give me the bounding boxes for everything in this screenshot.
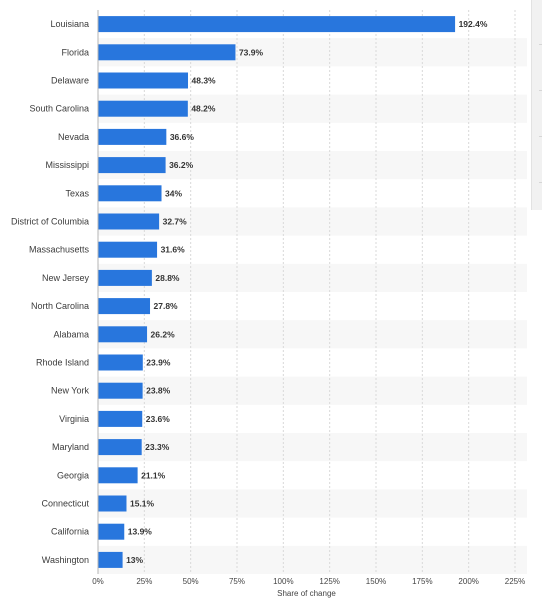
bar — [98, 354, 143, 371]
bar — [98, 241, 158, 258]
value-label: 23.6% — [146, 414, 171, 424]
side-toolbar-divider — [539, 90, 542, 91]
category-label: New York — [51, 386, 90, 396]
value-label: 192.4% — [459, 19, 488, 29]
value-label: 15.1% — [130, 499, 155, 509]
category-label: Louisiana — [50, 19, 89, 29]
value-label: 23.9% — [146, 358, 171, 368]
x-tick-label: 50% — [183, 577, 199, 586]
x-tick-label: 200% — [458, 577, 478, 586]
category-label: New Jersey — [42, 273, 90, 283]
row-band — [98, 489, 527, 518]
row-band — [98, 151, 527, 180]
row-band — [98, 320, 527, 349]
x-tick-label: 225% — [505, 577, 525, 586]
bar — [98, 467, 138, 484]
category-label: Georgia — [57, 470, 89, 480]
value-label: 48.2% — [191, 104, 216, 114]
value-label: 36.2% — [169, 160, 194, 170]
bar — [98, 128, 167, 145]
x-tick-label: 25% — [136, 577, 152, 586]
bar — [98, 410, 143, 427]
row-band — [98, 263, 527, 292]
bar — [98, 298, 151, 315]
x-tick-label: 175% — [412, 577, 432, 586]
bar — [98, 213, 160, 230]
row-band — [98, 545, 527, 574]
value-label: 36.6% — [170, 132, 195, 142]
bar — [98, 72, 189, 89]
category-label: Florida — [61, 47, 89, 57]
row-band — [98, 376, 527, 405]
x-tick-label: 100% — [273, 577, 293, 586]
bar — [98, 523, 125, 540]
bar-chart: Louisiana 192.4% Florida 73.9% Delaware 48.3%… — [11, 10, 527, 598]
bar — [98, 326, 148, 343]
bar — [98, 495, 127, 512]
row-band — [98, 433, 527, 462]
row-band — [98, 207, 527, 236]
bar — [98, 185, 162, 202]
bar — [98, 269, 152, 286]
category-label: Rhode Island — [36, 358, 89, 368]
category-label: Massachusetts — [29, 245, 90, 255]
category-label: Mississippi — [45, 160, 89, 170]
x-tick-label: 75% — [229, 577, 245, 586]
side-toolbar-divider — [539, 44, 542, 45]
x-axis-title: Share of change — [277, 589, 336, 598]
x-tick-label: 125% — [319, 577, 339, 586]
value-label: 23.8% — [146, 386, 171, 396]
value-label: 28.8% — [155, 273, 180, 283]
value-label: 21.1% — [141, 470, 166, 480]
value-label: 13.9% — [128, 527, 153, 537]
value-label: 73.9% — [239, 47, 264, 57]
category-label: Nevada — [58, 132, 89, 142]
bar — [98, 44, 236, 61]
category-label: Washington — [42, 555, 89, 565]
category-label: Alabama — [53, 329, 89, 339]
value-label: 13% — [126, 555, 143, 565]
value-label: 23.3% — [145, 442, 170, 452]
category-label: South Carolina — [29, 104, 89, 114]
value-label: 26.2% — [151, 329, 176, 339]
value-label: 31.6% — [161, 245, 186, 255]
bar — [98, 16, 456, 33]
side-toolbar-divider — [539, 182, 542, 183]
category-label: District of Columbia — [11, 217, 89, 227]
category-label: North Carolina — [31, 301, 89, 311]
category-label: Virginia — [59, 414, 89, 424]
bar — [98, 157, 166, 174]
category-label: Maryland — [52, 442, 89, 452]
value-label: 34% — [165, 188, 182, 198]
x-tick-label: 150% — [366, 577, 386, 586]
bar — [98, 439, 142, 456]
value-label: 27.8% — [154, 301, 179, 311]
category-label: Texas — [65, 188, 89, 198]
value-label: 32.7% — [163, 217, 188, 227]
bar — [98, 100, 188, 117]
value-label: 48.3% — [192, 76, 217, 86]
side-toolbar-divider — [539, 136, 542, 137]
category-label: California — [51, 527, 89, 537]
bar — [98, 382, 143, 399]
bar — [98, 551, 123, 568]
category-label: Connecticut — [41, 499, 89, 509]
category-label: Delaware — [51, 76, 89, 86]
x-tick-label: 0% — [92, 577, 104, 586]
side-toolbar-panel — [531, 0, 542, 210]
